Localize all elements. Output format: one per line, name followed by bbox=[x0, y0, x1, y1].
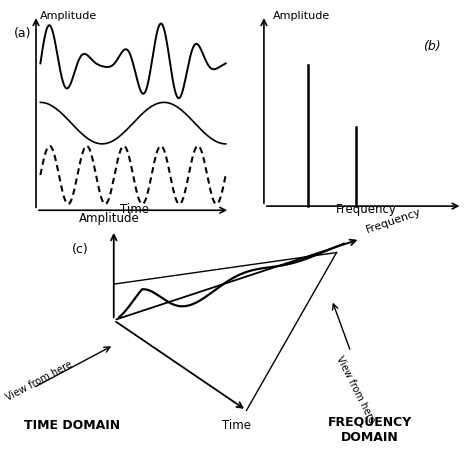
Text: Time: Time bbox=[222, 419, 252, 432]
Text: Frequency: Frequency bbox=[365, 206, 423, 235]
Text: View from here: View from here bbox=[5, 359, 75, 403]
Text: TIME DOMAIN: TIME DOMAIN bbox=[24, 419, 120, 432]
Text: (a): (a) bbox=[14, 28, 32, 41]
Text: (c): (c) bbox=[72, 243, 89, 256]
Text: Amplitude: Amplitude bbox=[79, 212, 139, 225]
Text: Time: Time bbox=[119, 203, 149, 216]
Text: View from here: View from here bbox=[334, 354, 377, 424]
Text: FREQUENCY
DOMAIN: FREQUENCY DOMAIN bbox=[328, 416, 412, 444]
Text: (b): (b) bbox=[423, 40, 441, 53]
Text: Amplitude: Amplitude bbox=[273, 11, 330, 21]
Text: Frequency: Frequency bbox=[336, 203, 397, 216]
Text: Amplitude: Amplitude bbox=[40, 11, 98, 21]
